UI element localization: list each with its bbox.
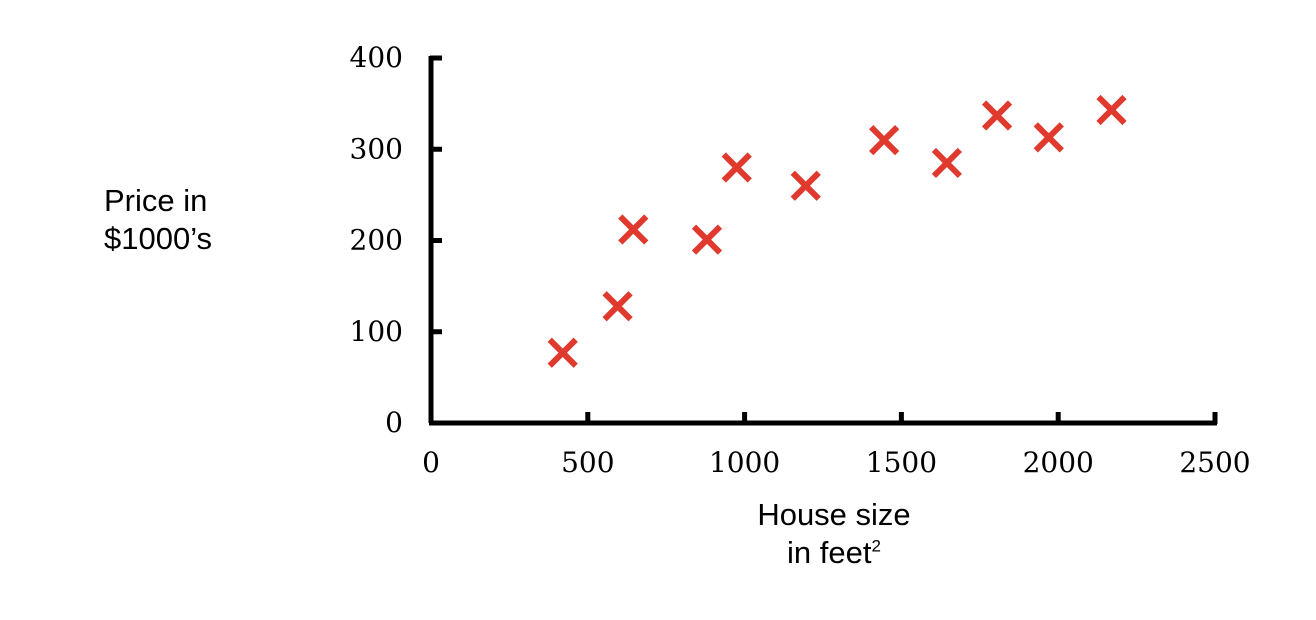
data-points <box>547 94 1127 368</box>
y-axis-label-line2: $1000’s <box>104 221 213 256</box>
axes <box>428 56 1217 426</box>
data-point <box>1096 94 1127 126</box>
y-tick-label: 100 <box>350 315 403 348</box>
data-point <box>790 170 821 201</box>
x-tick-label: 0 <box>422 446 440 479</box>
data-point <box>691 224 723 255</box>
y-tick-label: 400 <box>350 41 403 74</box>
x-tick-label: 1500 <box>866 446 937 479</box>
data-point <box>618 214 649 245</box>
x-axis-label-line1: House size <box>757 497 911 532</box>
data-point <box>869 125 900 156</box>
data-point <box>547 337 578 368</box>
y-axis-label-line1: Price in <box>104 183 208 218</box>
data-point <box>602 291 633 322</box>
data-point <box>1033 122 1064 153</box>
x-axis-label-line2: in feet <box>787 535 872 570</box>
y-ticks: 0 100 200 300 400 <box>350 41 442 439</box>
y-axis-label: Price in $1000’s <box>104 182 212 258</box>
data-point <box>721 152 752 183</box>
y-tick-label: 300 <box>350 132 403 165</box>
x-tick-label: 2500 <box>1179 446 1250 479</box>
y-tick-label: 0 <box>385 406 403 439</box>
x-axis-label: House size in feet2 <box>702 496 966 572</box>
x-tick-label: 1000 <box>709 446 780 479</box>
x-tick-label: 2000 <box>1023 446 1094 479</box>
x-axis-label-superscript: 2 <box>871 536 881 556</box>
data-point <box>981 100 1013 131</box>
x-tick-label: 500 <box>561 446 614 479</box>
x-ticks: 0 500 1000 1500 2000 2500 <box>422 412 1251 479</box>
y-tick-label: 200 <box>350 224 403 257</box>
data-point <box>931 147 962 179</box>
x-axis-label-line2-wrap: in feet2 <box>702 534 966 572</box>
